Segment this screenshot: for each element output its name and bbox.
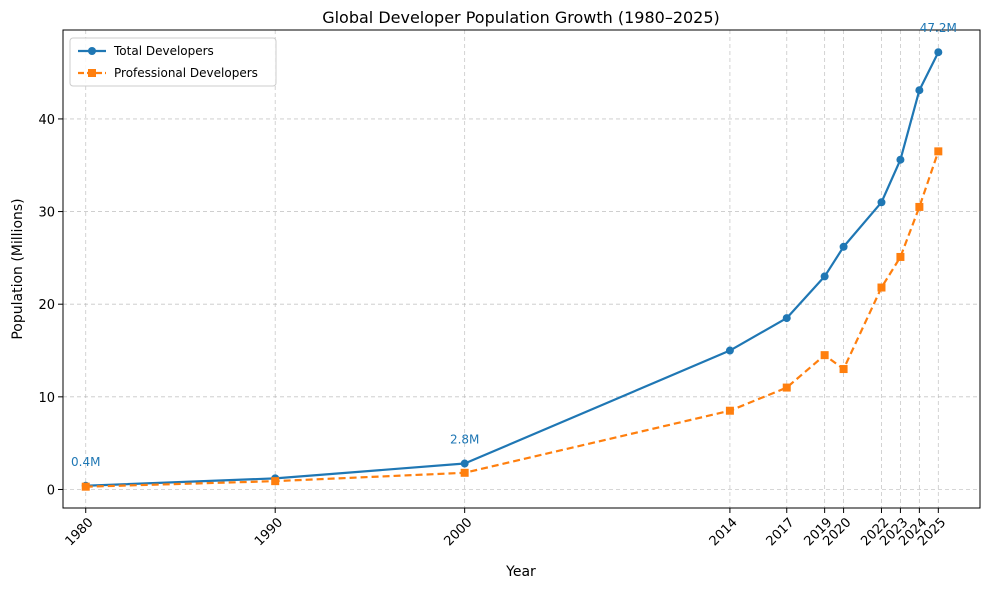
series-0-point bbox=[820, 272, 829, 281]
legend-marker-total bbox=[88, 47, 96, 55]
grid bbox=[63, 30, 980, 508]
series-0-point bbox=[839, 242, 848, 251]
series-0-point bbox=[934, 48, 943, 57]
y-axis-label: Population (Millions) bbox=[10, 198, 26, 339]
series-0-point bbox=[877, 198, 886, 207]
legend-label-professional: Professional Developers bbox=[114, 66, 258, 80]
y-tick-label: 10 bbox=[38, 391, 55, 406]
series-1-point bbox=[782, 383, 791, 392]
series-1-point bbox=[460, 468, 469, 477]
series-1-point bbox=[81, 482, 90, 491]
series-1-point bbox=[896, 252, 905, 261]
legend-marker-professional bbox=[88, 69, 96, 77]
series bbox=[81, 48, 943, 491]
y-tick-label: 0 bbox=[47, 483, 55, 498]
series-1-point bbox=[877, 283, 886, 292]
series-1-point bbox=[934, 147, 943, 156]
plot-area-frame bbox=[62, 29, 981, 509]
series-0-point bbox=[460, 459, 469, 468]
legend-box bbox=[69, 37, 277, 87]
series-0-point bbox=[782, 314, 791, 323]
series-1-point bbox=[915, 202, 924, 211]
y-tick-label: 40 bbox=[38, 113, 55, 128]
series-1-point bbox=[725, 406, 734, 415]
data-label: 47.2M bbox=[920, 21, 957, 35]
x-axis-label: Year bbox=[505, 564, 536, 580]
legend-label-total: Total Developers bbox=[113, 44, 214, 58]
data-label: 0.4M bbox=[71, 455, 100, 469]
series-0-point bbox=[725, 346, 734, 355]
series-0-point bbox=[896, 155, 905, 164]
legend: Total Developers Professional Developers bbox=[69, 37, 277, 87]
data-label: 2.8M bbox=[450, 433, 479, 447]
series-1-point bbox=[839, 365, 848, 374]
series-0-point bbox=[915, 86, 924, 95]
chart-title: Global Developer Population Growth (1980… bbox=[322, 8, 720, 27]
series-1-point bbox=[271, 477, 280, 486]
y-tick-label: 20 bbox=[38, 298, 55, 313]
annotations: 0.4M 2.8M 47.2M bbox=[71, 21, 957, 469]
series-1-point bbox=[820, 351, 829, 360]
y-axis: 0 10 20 30 40 bbox=[38, 113, 63, 498]
y-tick-label: 30 bbox=[38, 206, 55, 221]
